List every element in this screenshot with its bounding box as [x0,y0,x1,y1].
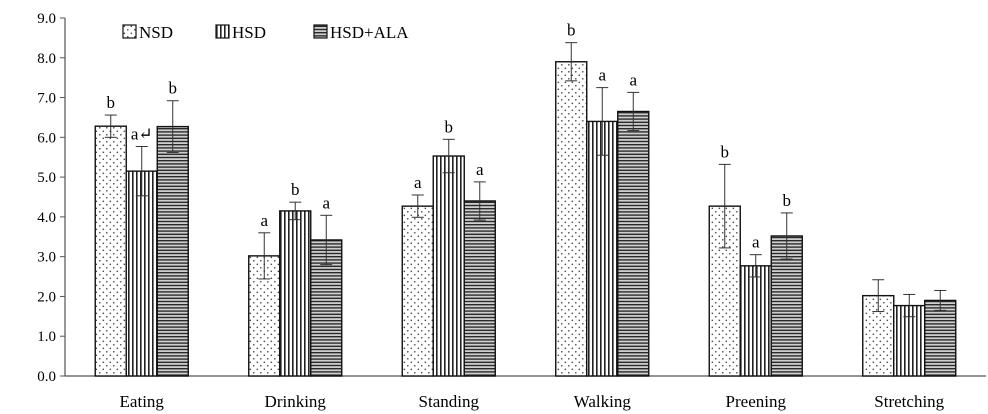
significance-label: b [445,117,454,136]
y-tick-label: 8.0 [37,51,56,67]
y-tick-label: 7.0 [37,91,56,107]
bar-hsd-preening [739,265,772,377]
bar-hsd-eating [125,170,158,377]
significance-label: b [567,21,576,40]
significance-label: a↵ [131,124,153,143]
significance-label: a [752,233,760,252]
y-tick-label: 6.0 [37,130,56,146]
y-tick-labels: 0.0 1.0 2.0 3.0 4.0 5.0 6.0 7.0 8.0 9.0 [37,11,65,385]
category-label-eating: Eating [120,392,165,411]
x-category-labels: Eating Drinking Standing Walking Preening Str… [120,392,945,411]
significance-label: b [721,142,730,161]
bars: b a↵ b a b a a b a b a a b a b [94,21,957,377]
legend-label: HSD+ALA [330,23,409,42]
y-tick-label: 9.0 [37,11,56,27]
y-tick-label: 2.0 [37,289,56,305]
significance-label: b [783,191,792,210]
significance-label: a [598,66,606,85]
significance-label: a [476,160,484,179]
significance-label: a [414,173,422,192]
legend-swatch-hsd-ala [313,24,328,39]
significance-label: a [260,211,268,230]
significance-label: b [107,93,116,112]
y-tick-label: 1.0 [37,329,56,345]
legend-label: HSD [232,23,266,42]
significance-label: a [629,70,637,89]
significance-label: b [291,180,300,199]
y-tick-label: 0.0 [37,369,56,385]
legend-label: NSD [139,23,173,42]
y-tick-label: 5.0 [37,170,56,186]
category-label-stretching: Stretching [874,392,944,411]
category-label-walking: Walking [574,392,632,411]
y-tick-label: 4.0 [37,210,56,226]
category-label-drinking: Drinking [265,392,327,411]
bar-hsd-ala-standing [463,200,496,377]
bar-hsd-ala-walking [617,110,650,377]
bar-hsd-ala-eating [156,125,189,377]
legend-swatch-nsd [122,24,137,39]
bar-hsd-standing [432,155,465,377]
bar-nsd-walking [555,61,588,377]
category-label-preening: Preening [726,392,787,411]
legend: NSD HSD HSD+ALA [122,23,409,42]
significance-label: b [169,79,178,98]
bar-hsd-walking [586,120,619,377]
bar-nsd-eating [94,125,127,377]
category-label-standing: Standing [419,392,480,411]
y-tick-label: 3.0 [37,250,56,266]
bar-hsd-ala-stretching [924,299,957,377]
bar-hsd-drinking [279,210,312,377]
bar-nsd-standing [401,205,434,377]
legend-swatch-hsd [215,24,230,39]
bar-hsd-stretching [893,304,926,377]
significance-label: a [322,193,330,212]
axes [64,18,986,377]
